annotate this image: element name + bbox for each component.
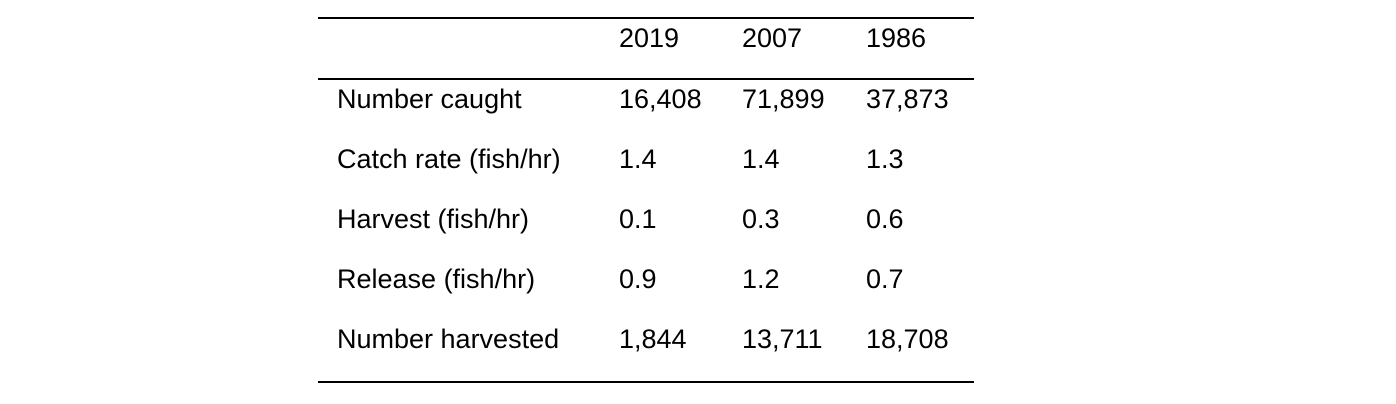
cell-1986: 37,873 — [866, 84, 949, 114]
table-bottom-rule — [318, 381, 974, 383]
cell-1986: 18,708 — [866, 324, 949, 354]
cell-1986: 1.3 — [866, 144, 904, 174]
cell-2019: 0.9 — [619, 264, 657, 294]
cell-2007: 13,711 — [742, 324, 823, 354]
table-top-rule — [318, 17, 974, 19]
cell-2019: 1.4 — [619, 144, 657, 174]
cell-2007: 71,899 — [742, 84, 825, 114]
cell-2007: 1.4 — [742, 144, 780, 174]
row-label: Number harvested — [337, 324, 560, 354]
cell-2019: 1,844 — [619, 324, 687, 354]
row-label: Number caught — [337, 84, 522, 114]
row-label: Harvest (fish/hr) — [337, 204, 530, 234]
cell-2007: 0.3 — [742, 204, 780, 234]
column-header-2007: 2007 — [742, 23, 803, 53]
column-header-1986: 1986 — [866, 23, 927, 53]
cell-1986: 0.7 — [866, 264, 904, 294]
row-label: Release (fish/hr) — [337, 264, 536, 294]
cell-1986: 0.6 — [866, 204, 904, 234]
row-label: Catch rate (fish/hr) — [337, 144, 561, 174]
cell-2019: 16,408 — [619, 84, 702, 114]
table-header-rule — [318, 78, 974, 80]
column-header-2019: 2019 — [619, 23, 680, 53]
cell-2007: 1.2 — [742, 264, 780, 294]
cell-2019: 0.1 — [619, 204, 657, 234]
